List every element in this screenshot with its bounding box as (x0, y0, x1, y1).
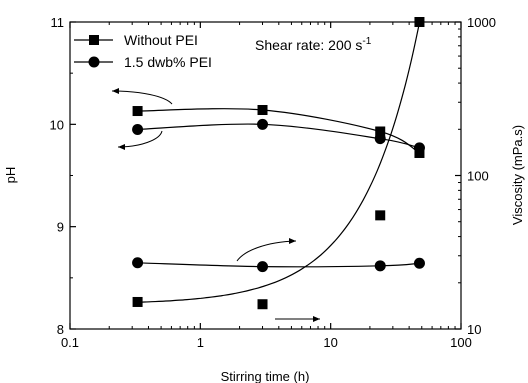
y-right-tick-label: 100 (467, 169, 489, 184)
y-right-tick-label: 10 (467, 322, 481, 337)
arrow-ph-lower-head (118, 144, 125, 150)
y-left-tick-label: 9 (57, 220, 64, 235)
arrow-viscosity-upper-head (289, 238, 296, 244)
marker-circle-series-3 (413, 257, 425, 269)
y-left-tick-label: 10 (50, 117, 64, 132)
legend-label-without-pei: Without PEI (124, 32, 198, 48)
y-left-tick-label: 8 (57, 322, 64, 337)
fit-curves (137, 22, 421, 303)
y-right-tick-label: 1000 (467, 15, 496, 30)
y-left-tick-label: 11 (51, 15, 65, 30)
curve-ph-without-pei (137, 108, 420, 154)
marker-circle-series-1 (132, 123, 144, 135)
arrow-ph-upper-head (112, 88, 119, 94)
marker-square-series-0 (257, 105, 268, 116)
marker-circle-series-3 (374, 260, 386, 272)
shear-rate-exponent: -1 (362, 36, 371, 47)
legend-marker-circle (88, 56, 100, 68)
curve-ph-pei (137, 123, 420, 149)
data-markers (132, 17, 425, 310)
x-tick-label: 100 (450, 335, 472, 350)
marker-circle-series-3 (257, 261, 269, 273)
arrow-ph-upper (111, 90, 173, 105)
marker-square-series-0 (375, 126, 386, 137)
x-tick-label: 0.1 (61, 335, 79, 350)
shear-rate-annotation: Shear rate: 200 s-1 (255, 36, 372, 53)
marker-square-series-2 (257, 299, 268, 310)
marker-circle-series-3 (132, 257, 144, 269)
marker-square-series-0 (132, 106, 143, 117)
y-axis-label-left: pH (3, 167, 18, 184)
x-axis-label: Stirring time (h) (221, 369, 310, 383)
arrow-viscosity-lower-head (313, 316, 320, 322)
legend-marker-square (89, 35, 99, 45)
marker-circle-series-1 (374, 133, 386, 145)
arrow-viscosity-upper (236, 240, 297, 262)
y-axis-label-right: Viscosity (mPa.s) (510, 125, 525, 225)
legend-label-pei: 1.5 dwb% PEI (124, 54, 212, 70)
x-tick-label: 10 (323, 335, 337, 350)
marker-square-series-2 (132, 296, 143, 307)
x-tick-label: 1 (197, 335, 204, 350)
marker-circle-series-1 (257, 118, 269, 130)
marker-square-series-2 (375, 210, 386, 221)
shear-rate-text: Shear rate: 200 s (255, 37, 362, 53)
marker-square-series-2 (414, 17, 425, 27)
axis-arrows (111, 88, 320, 322)
marker-circle-series-1 (413, 142, 425, 154)
legend: Without PEI 1.5 dwb% PEI (74, 32, 212, 70)
curve-viscosity-without-pei (137, 22, 421, 303)
curve-viscosity-pei (137, 262, 420, 268)
